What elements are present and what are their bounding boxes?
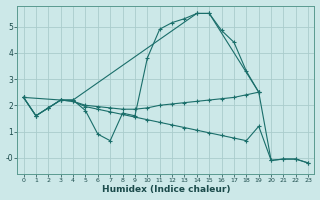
X-axis label: Humidex (Indice chaleur): Humidex (Indice chaleur)	[102, 185, 230, 194]
